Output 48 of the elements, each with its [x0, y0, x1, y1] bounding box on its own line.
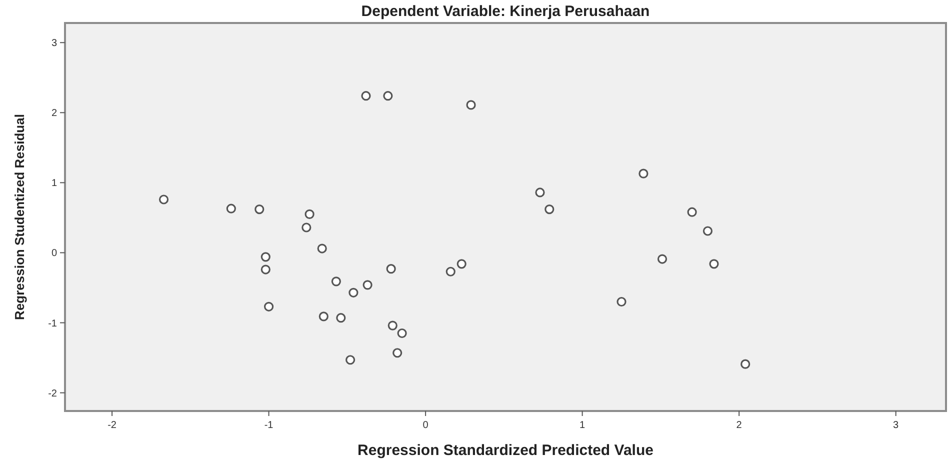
x-tick-label: -1 [264, 420, 274, 431]
point [740, 359, 750, 369]
x-tick-label: 2 [736, 420, 742, 431]
x-tick-label: 0 [422, 420, 429, 431]
point [535, 188, 545, 198]
point [361, 91, 371, 101]
point [687, 207, 697, 217]
point [456, 259, 466, 269]
point [260, 252, 270, 262]
x-tick-label: -2 [108, 420, 117, 431]
point [709, 259, 719, 269]
point [264, 302, 274, 312]
point [392, 348, 402, 358]
x-tick-label: 3 [893, 420, 900, 431]
point [466, 100, 476, 110]
point [386, 264, 396, 274]
x-axis-title: Regression Standardized Predicted Value [358, 442, 654, 459]
point [304, 209, 314, 219]
point [317, 244, 327, 254]
point [336, 313, 346, 323]
point [397, 328, 407, 338]
point [383, 91, 393, 101]
point [331, 276, 341, 286]
y-tick-label: 1 [51, 178, 58, 190]
point [158, 194, 169, 204]
y-axis-title: Regression Studentized Residual [12, 114, 27, 320]
point [362, 280, 372, 290]
y-tick-label: 0 [51, 248, 58, 260]
point [254, 204, 264, 214]
point [226, 204, 236, 214]
point [348, 288, 358, 298]
chart-title: Dependent Variable: Kinerja Perusahaan [361, 3, 650, 20]
point [638, 168, 648, 178]
y-tick-label: -2 [48, 388, 58, 400]
point [544, 204, 554, 214]
x-tick-label: 1 [580, 420, 586, 431]
y-tick-label: 2 [51, 108, 58, 120]
point [388, 320, 398, 330]
point [616, 296, 626, 307]
point [446, 266, 456, 276]
point [702, 226, 713, 236]
point [318, 312, 328, 322]
point [302, 222, 312, 232]
point [346, 355, 356, 365]
point [260, 264, 270, 274]
y-tick-label: 3 [51, 38, 58, 50]
y-tick-label: -1 [48, 318, 58, 330]
point [657, 254, 668, 264]
